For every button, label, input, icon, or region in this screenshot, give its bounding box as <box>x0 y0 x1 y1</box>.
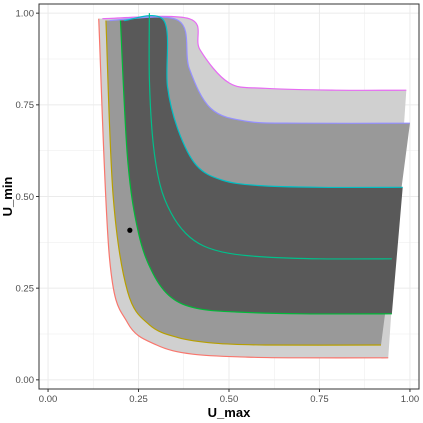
band-layer <box>98 15 410 358</box>
center-line <box>148 13 392 260</box>
y-tick-label: 0.75 <box>16 100 35 111</box>
x-tick-label: 0.50 <box>220 394 239 405</box>
band-lower-line-1 <box>98 18 389 359</box>
x-tick-label: 0.25 <box>129 394 148 405</box>
band-upper-line-1 <box>102 15 407 91</box>
point-layer <box>127 227 133 233</box>
x-axis-title: U_max <box>208 405 251 420</box>
x-tick-label: 0.75 <box>310 394 329 405</box>
y-tick-label: 0.50 <box>16 192 35 203</box>
band-upper-line-3 <box>123 15 403 189</box>
x-tick-label: 0.00 <box>39 394 58 405</box>
x-tick-label: 1.00 <box>401 394 420 405</box>
x-axis: 0.00 0.25 0.50 0.75 1.00 <box>39 389 419 405</box>
band-lower-line-3 <box>119 20 392 315</box>
y-tick-label: 0.00 <box>16 375 35 386</box>
y-tick-label: 0.25 <box>16 283 35 294</box>
band-area-3 <box>120 15 403 314</box>
line-layer <box>98 13 410 359</box>
y-axis: 0.00 0.25 0.50 0.75 1.00 <box>16 8 39 386</box>
band-upper-line-2 <box>109 16 410 124</box>
y-tick-label: 1.00 <box>16 8 35 19</box>
plot-panel <box>38 3 420 390</box>
y-axis-title: U_min <box>0 177 15 217</box>
band-lower-line-2 <box>105 20 382 346</box>
data-point <box>127 227 133 233</box>
